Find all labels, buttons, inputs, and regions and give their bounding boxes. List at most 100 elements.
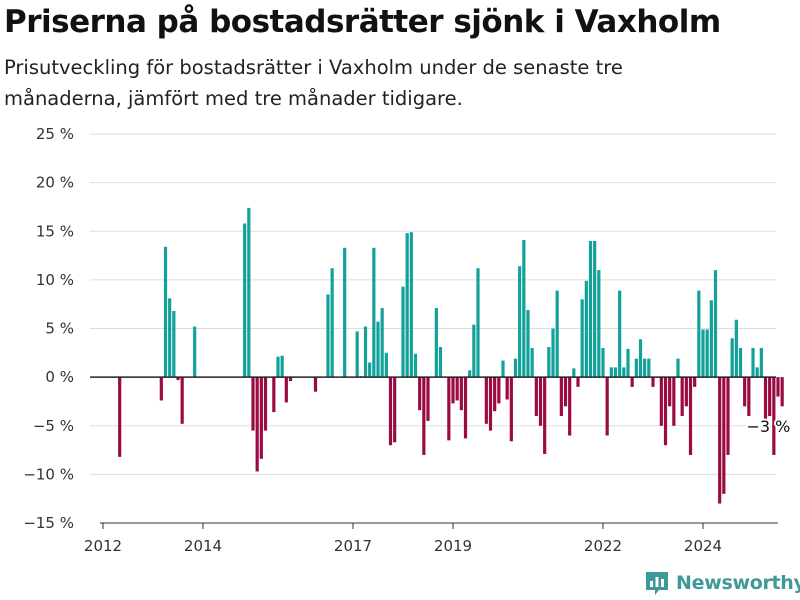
- bar: [597, 270, 601, 378]
- bar: [463, 377, 468, 439]
- labels: −15 % −10 % −5 % 0 % 5 % 10 % 15 % 20 % 25 % 2012…: [23, 125, 792, 555]
- bar: [484, 377, 488, 424]
- bar: [418, 377, 422, 411]
- bar: [659, 377, 663, 426]
- bar: [280, 355, 284, 378]
- bar: [405, 233, 409, 378]
- bar: [243, 223, 247, 378]
- bar: [313, 377, 318, 392]
- bar: [759, 347, 763, 378]
- bar: [247, 207, 251, 378]
- bar: [543, 377, 547, 454]
- y-tick-label: −10 %: [23, 465, 74, 483]
- bar: [326, 294, 330, 378]
- bar: [488, 377, 493, 431]
- bar: [738, 347, 743, 378]
- bars: [118, 207, 784, 504]
- bar: [455, 377, 459, 401]
- bar: [718, 377, 722, 504]
- bar: [505, 377, 509, 400]
- bar: [638, 339, 643, 378]
- axes: [90, 376, 778, 529]
- bar: [422, 377, 426, 455]
- y-tick-label: −5 %: [33, 417, 74, 435]
- bar: [284, 377, 288, 403]
- bar: [563, 377, 568, 407]
- bar: [626, 348, 630, 378]
- bar: [118, 377, 122, 457]
- bar: [522, 240, 526, 378]
- bar: [622, 367, 626, 378]
- logo-text: Newsworthy: [676, 572, 800, 594]
- bar: [259, 377, 263, 459]
- x-tick-label: 2014: [184, 537, 222, 555]
- bar: [588, 240, 593, 378]
- y-tick-label: 15 %: [36, 222, 74, 240]
- newsworthy-logo: Newsworthy: [644, 570, 800, 596]
- bar: [663, 377, 668, 446]
- x-tick-label: 2024: [684, 537, 722, 555]
- bar: [672, 377, 676, 426]
- annotation-label: −3 %: [747, 417, 791, 436]
- bar: [330, 268, 334, 378]
- bar: [609, 367, 613, 378]
- bar: [580, 299, 584, 378]
- bar: [451, 377, 455, 404]
- bar: [159, 377, 163, 401]
- bar: [263, 377, 268, 431]
- bar: [772, 377, 776, 455]
- bar: [372, 247, 376, 378]
- bar: [193, 326, 197, 378]
- bar: [780, 377, 784, 407]
- bar: [509, 377, 513, 442]
- bar: [651, 377, 655, 387]
- bar: [676, 358, 680, 378]
- bar: [713, 270, 718, 378]
- bar: [384, 352, 388, 378]
- grid-lines: [90, 133, 776, 475]
- bar: [401, 286, 405, 378]
- bar: [434, 308, 438, 378]
- bar: [538, 377, 543, 426]
- bar: [251, 377, 255, 431]
- bar: [763, 377, 768, 424]
- bar: [776, 377, 780, 397]
- y-tick-label: 10 %: [36, 271, 74, 289]
- x-tick-label: 2019: [434, 537, 472, 555]
- bar: [180, 377, 184, 424]
- bar: [605, 377, 609, 436]
- y-tick-label: −15 %: [23, 514, 74, 532]
- bar: [501, 360, 505, 378]
- y-tick-label: 25 %: [36, 125, 74, 143]
- bar: [376, 321, 380, 378]
- bar: [634, 358, 638, 378]
- bar: [643, 358, 647, 378]
- bar: [747, 377, 751, 417]
- x-tick-label: 2017: [334, 537, 372, 555]
- bar: [459, 377, 463, 411]
- x-tick-label: 2022: [584, 537, 622, 555]
- bar: [534, 377, 538, 417]
- bar: [601, 347, 605, 378]
- bar: [705, 329, 709, 378]
- bar: [438, 346, 443, 378]
- y-tick-label: 0 %: [45, 368, 74, 386]
- y-tick-label: 20 %: [36, 174, 74, 192]
- bar: [647, 358, 651, 378]
- bar: [368, 362, 372, 378]
- bar: [572, 368, 576, 378]
- bar: [693, 377, 697, 387]
- bar: [163, 246, 168, 378]
- bar: [730, 338, 734, 378]
- bar: [630, 377, 634, 387]
- bar: [413, 353, 418, 378]
- bar: [722, 377, 726, 494]
- bar: [426, 377, 430, 421]
- bar: [555, 290, 559, 378]
- bar: [709, 300, 713, 378]
- bar: [168, 298, 172, 378]
- bar: [751, 347, 755, 378]
- bar: [734, 319, 738, 378]
- bar: [355, 331, 359, 378]
- bar: [551, 328, 555, 378]
